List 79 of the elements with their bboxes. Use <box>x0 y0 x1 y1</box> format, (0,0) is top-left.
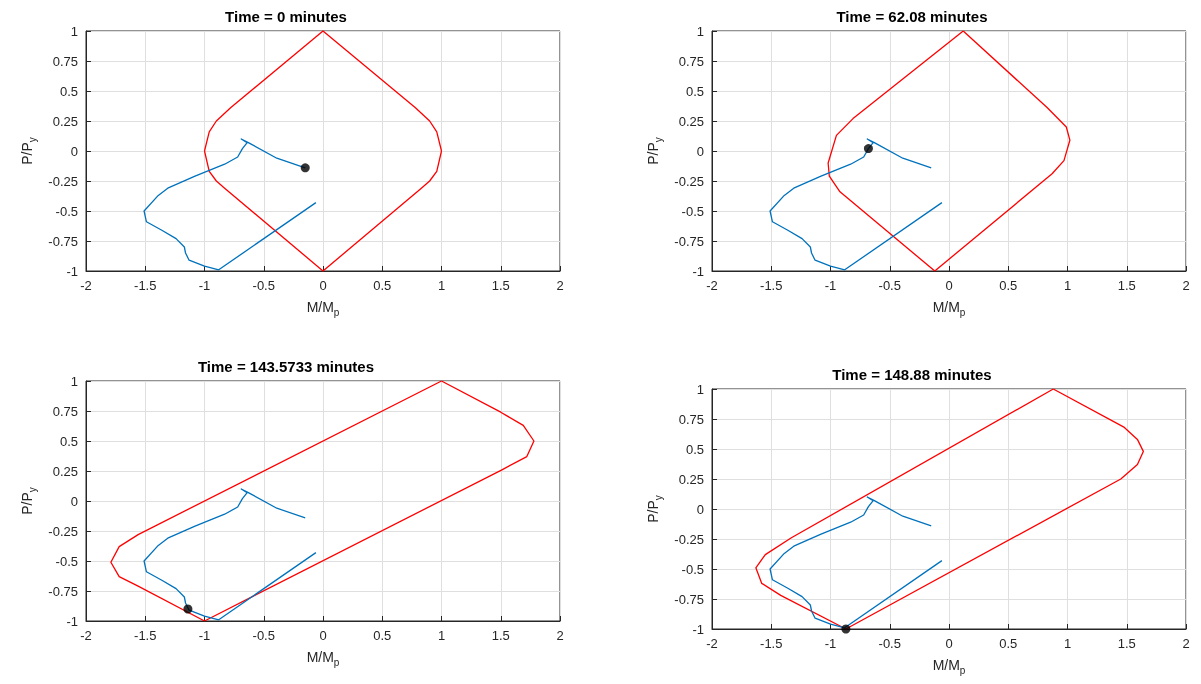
x-tick-label: -2 <box>706 278 718 293</box>
x-tick-label: 0 <box>945 636 953 651</box>
y-tick-label: -0.25 <box>674 531 704 547</box>
y-tick-label: -0.5 <box>681 561 704 577</box>
x-tick-label: 1.5 <box>1117 636 1136 651</box>
x-tick-label: -1.5 <box>760 636 783 651</box>
x-tick-label: -1 <box>824 636 837 651</box>
x-tick-label: 1 <box>437 628 446 643</box>
x-tick-label: 1 <box>437 278 446 293</box>
chart-title: Time = 143.5733 minutes <box>197 358 375 375</box>
y-axis-title: P/Py <box>19 137 38 165</box>
y-tick-label: 0.75 <box>678 411 704 427</box>
y-tick-label: -1 <box>66 613 78 629</box>
y-tick-label: -0.75 <box>674 591 704 607</box>
x-tick-label: 0 <box>945 278 953 293</box>
y-tick-label: 0.25 <box>678 471 704 487</box>
x-tick-label: 0.5 <box>373 628 392 643</box>
y-axis-title: P/Py <box>645 495 664 523</box>
chart-title: Time = 148.88 minutes <box>832 366 992 383</box>
x-tick-label: -0.5 <box>252 278 275 293</box>
x-tick-label: -1 <box>198 628 211 643</box>
x-tick-label: -1.5 <box>134 628 157 643</box>
x-tick-label: 1.5 <box>491 278 510 293</box>
y-tick-label: 0.25 <box>52 463 78 479</box>
y-tick-label: 0.75 <box>52 53 78 69</box>
y-tick-label: -0.25 <box>48 173 78 189</box>
x-tick-label: -0.5 <box>252 628 275 643</box>
y-tick-label: 0.25 <box>678 113 704 129</box>
y-tick-label: 0.5 <box>59 433 78 449</box>
y-tick-label: 1 <box>70 23 78 39</box>
x-tick-label: -1 <box>824 278 837 293</box>
x-tick-label: 1 <box>1063 278 1072 293</box>
y-tick-label: 0 <box>70 143 78 159</box>
y-tick-label: 0.25 <box>52 113 78 129</box>
x-tick-label: 0.5 <box>999 636 1018 651</box>
chart-title: Time = 0 minutes <box>225 8 347 25</box>
y-tick-label: 0 <box>70 493 78 509</box>
y-tick-label: -0.25 <box>674 173 704 189</box>
y-tick-label: 0.5 <box>685 441 704 457</box>
y-tick-label: -0.5 <box>681 203 704 219</box>
y-tick-label: -1 <box>692 263 704 279</box>
x-tick-label: -0.5 <box>878 636 901 651</box>
y-axis-title: P/Py <box>19 487 38 515</box>
y-tick-label: -0.75 <box>674 233 704 249</box>
chart-title: Time = 62.08 minutes <box>836 8 988 25</box>
x-tick-label: -2 <box>706 636 718 651</box>
y-tick-label: 1 <box>696 23 704 39</box>
x-tick-label: 1 <box>1063 636 1072 651</box>
y-tick-label: -0.5 <box>55 553 78 569</box>
y-tick-label: -0.75 <box>48 583 78 599</box>
x-tick-label: -2 <box>80 278 92 293</box>
x-tick-label: 2 <box>1182 278 1190 293</box>
x-tick-label: 1.5 <box>491 628 510 643</box>
y-tick-label: 1 <box>70 373 78 389</box>
y-tick-label: 0.75 <box>678 53 704 69</box>
y-tick-label: 1 <box>696 381 704 397</box>
y-tick-label: 0.75 <box>52 403 78 419</box>
x-tick-label: 0.5 <box>999 278 1018 293</box>
x-tick-label: 2 <box>556 278 564 293</box>
x-tick-label: 0 <box>319 628 327 643</box>
y-axis-title: P/Py <box>645 137 664 165</box>
x-tick-label: -2 <box>80 628 92 643</box>
y-tick-label: -1 <box>66 263 78 279</box>
x-tick-label: -1.5 <box>760 278 783 293</box>
y-tick-label: 0.5 <box>59 83 78 99</box>
y-tick-label: 0.5 <box>685 83 704 99</box>
y-tick-label: 0 <box>696 501 704 517</box>
x-tick-label: 1.5 <box>1117 278 1136 293</box>
y-tick-label: -0.75 <box>48 233 78 249</box>
x-tick-label: -0.5 <box>878 278 901 293</box>
y-tick-label: -0.25 <box>48 523 78 539</box>
x-tick-label: -1 <box>198 278 211 293</box>
y-tick-label: -0.5 <box>55 203 78 219</box>
x-tick-label: 2 <box>556 628 564 643</box>
x-tick-label: 0.5 <box>373 278 392 293</box>
x-tick-label: 2 <box>1182 636 1190 651</box>
x-tick-label: 0 <box>319 278 327 293</box>
y-tick-label: 0 <box>696 143 704 159</box>
x-tick-label: -1.5 <box>134 278 157 293</box>
